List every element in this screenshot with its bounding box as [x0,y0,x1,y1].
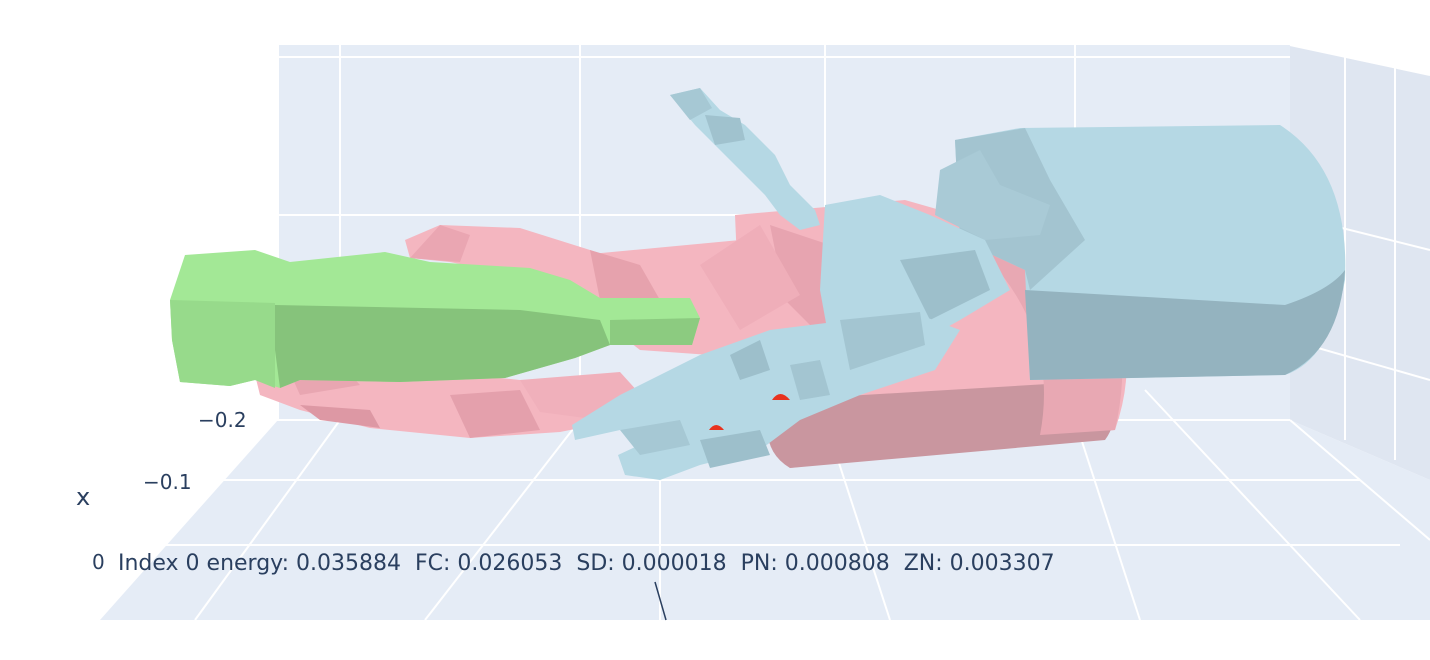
object-bottle-mesh [170,250,700,388]
axis-tick-label: 0 [92,550,105,574]
axis-tick-label: −0.2 [198,408,247,432]
floor-panel [100,420,1430,620]
axis-line [654,581,667,621]
energy-annotation: Index 0 energy: 0.035884 FC: 0.026053 SD… [118,551,1055,576]
axis-title: x [76,483,90,511]
hand-light-blue-mesh [572,88,1346,480]
axis-tick-label: −0.1 [143,470,192,494]
contact-points [709,394,790,430]
